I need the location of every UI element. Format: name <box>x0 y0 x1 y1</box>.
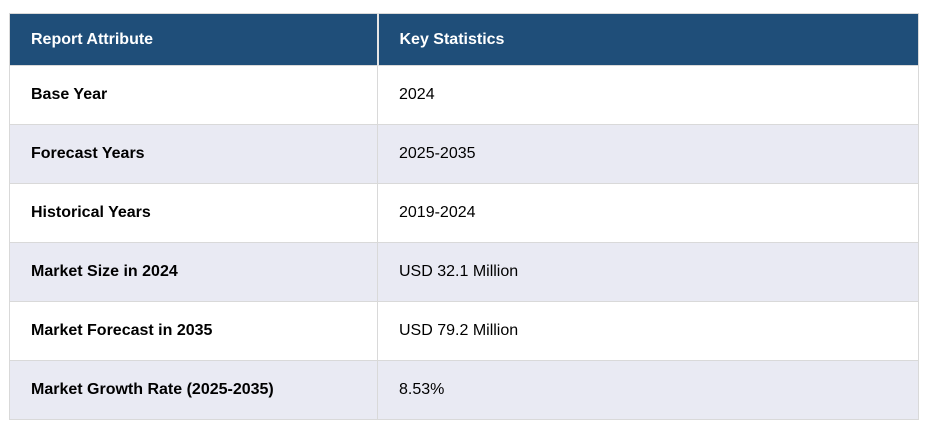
table-body: Base Year 2024 Forecast Years 2025-2035 Hist… <box>9 65 919 420</box>
attribute-cell: Market Size in 2024 <box>9 242 378 302</box>
header-row: Report Attribute Key Statistics <box>9 13 919 66</box>
attribute-cell: Market Growth Rate (2025-2035) <box>9 360 378 420</box>
value-cell: 2024 <box>377 65 919 125</box>
table-row: Market Size in 2024 USD 32.1 Million <box>9 242 919 302</box>
table-row: Base Year 2024 <box>9 65 919 125</box>
value-cell: 2019-2024 <box>377 183 919 243</box>
value-cell: 8.53% <box>377 360 919 420</box>
table-row: Market Growth Rate (2025-2035) 8.53% <box>9 360 919 420</box>
attribute-cell: Forecast Years <box>9 124 378 184</box>
table-row: Forecast Years 2025-2035 <box>9 124 919 184</box>
table-header: Report Attribute Key Statistics <box>9 13 919 66</box>
value-cell: USD 79.2 Million <box>377 301 919 361</box>
column-header-key-statistics: Key Statistics <box>376 13 919 66</box>
table-row: Historical Years 2019-2024 <box>9 183 919 243</box>
key-statistics-table: Report Attribute Key Statistics Base Yea… <box>9 13 919 420</box>
table-row: Market Forecast in 2035 USD 79.2 Million <box>9 301 919 361</box>
attribute-cell: Base Year <box>9 65 378 125</box>
value-cell: USD 32.1 Million <box>377 242 919 302</box>
attribute-cell: Historical Years <box>9 183 378 243</box>
value-cell: 2025-2035 <box>377 124 919 184</box>
attribute-cell: Market Forecast in 2035 <box>9 301 378 361</box>
column-header-report-attribute: Report Attribute <box>9 13 378 66</box>
